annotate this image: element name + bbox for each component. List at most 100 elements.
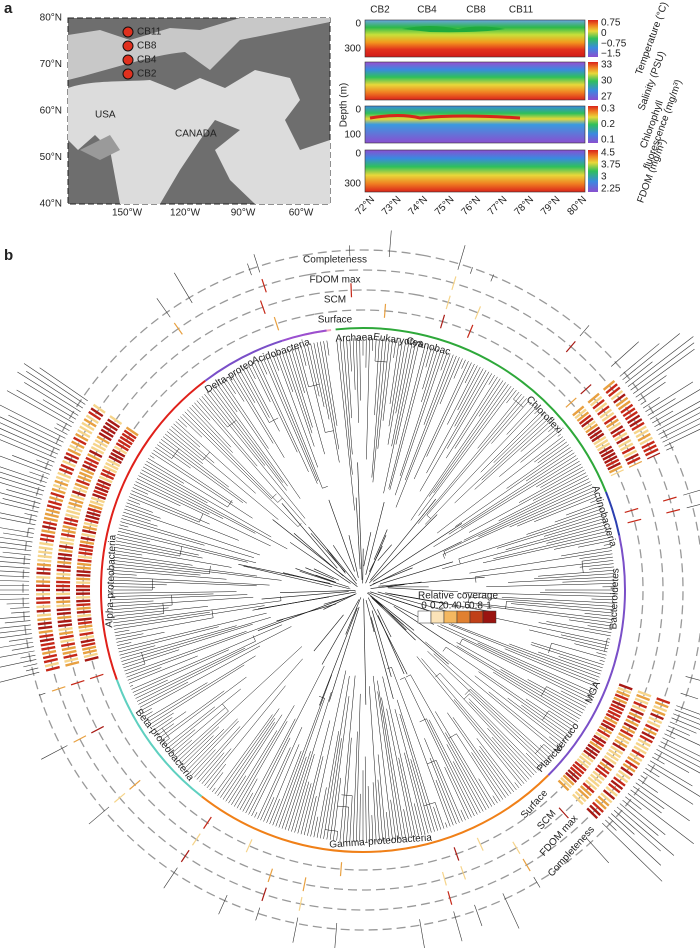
tree-leaf — [297, 783, 312, 834]
coverage-cell — [598, 725, 613, 735]
coverage-cell — [98, 432, 112, 442]
tree-leaf — [417, 396, 525, 524]
coverage-cell — [578, 414, 592, 425]
tree-leaf — [116, 537, 199, 556]
coverage-cell — [557, 779, 570, 792]
tree-leaf — [506, 601, 615, 611]
colorbar-label: 0.2 — [601, 119, 615, 130]
coverage-cell — [60, 642, 76, 648]
y-axis-label: Depth (m) — [339, 83, 350, 127]
completeness-bar — [3, 532, 34, 539]
tree-leaf — [124, 663, 146, 672]
tree-leaf — [455, 447, 571, 527]
coverage-cell — [339, 862, 343, 877]
tree-branch — [387, 587, 458, 592]
coverage-cell — [102, 425, 116, 435]
tree-branch — [345, 597, 362, 635]
completeness-bar — [0, 575, 30, 578]
tree-leaf — [421, 349, 438, 403]
completeness-bar — [685, 676, 700, 681]
coverage-cell — [641, 731, 655, 740]
coverage-cell — [77, 429, 91, 439]
clade-label: Archaea — [335, 332, 373, 344]
x-label: 75°N — [433, 194, 457, 218]
completeness-bar — [0, 502, 39, 513]
tree-leaf — [117, 642, 132, 646]
colorbar — [588, 62, 598, 100]
coverage-cell — [597, 764, 610, 775]
tree-node — [426, 514, 431, 519]
tree-leaf — [388, 341, 403, 427]
coverage-cell — [95, 482, 110, 490]
tree-leaf — [269, 355, 323, 489]
tree-branch — [293, 533, 344, 577]
tree-leaf — [275, 353, 318, 468]
completeness-bar — [54, 427, 68, 435]
tree-leaf — [307, 796, 317, 836]
coverage-cell — [90, 407, 104, 418]
tree-leaf — [323, 341, 338, 426]
tree-leaf — [278, 698, 325, 828]
tree-leaf — [599, 659, 605, 662]
tree-leaf — [553, 537, 610, 550]
section-feature — [402, 26, 505, 33]
coverage-cell — [38, 550, 53, 555]
region-label: USA — [95, 110, 116, 121]
coverage-cell — [608, 421, 622, 432]
coverage-cell — [81, 642, 96, 648]
coverage-cell — [129, 779, 141, 790]
tree-branch — [377, 609, 392, 638]
tree-leaf — [111, 604, 173, 611]
coverage-cell — [77, 617, 92, 622]
coverage-cell — [104, 421, 118, 432]
coverage-cell — [36, 601, 51, 605]
coverage-cell — [626, 715, 641, 724]
completeness-bar — [0, 517, 36, 526]
coverage-cell — [45, 508, 60, 515]
completeness-bar — [56, 423, 70, 431]
tree-leaf — [111, 573, 137, 576]
tree-branch — [369, 514, 438, 584]
coverage-cell — [80, 467, 95, 476]
tree-leaf — [130, 685, 134, 687]
tree-leaf — [471, 752, 504, 800]
completeness-bar — [622, 799, 666, 836]
completeness-bar — [41, 745, 68, 760]
completeness-bar — [470, 267, 473, 274]
tree-leaf — [111, 593, 214, 597]
clade-arc — [281, 329, 327, 342]
completeness-bar — [292, 917, 299, 943]
tree-leaf — [486, 583, 615, 588]
coverage-cell — [55, 475, 70, 483]
tree-leaf — [113, 553, 193, 566]
coverage-cell — [603, 754, 617, 765]
tree-leaf — [529, 629, 609, 650]
tree-leaf — [220, 718, 276, 798]
coverage-cell — [453, 847, 460, 861]
coverage-cell — [71, 490, 86, 497]
coverage-cell — [59, 540, 74, 546]
completeness-bar — [625, 796, 642, 810]
coverage-cell — [585, 746, 599, 757]
coverage-cell — [639, 734, 653, 744]
colorbar-label: 4.5 — [601, 148, 615, 159]
tree-leaf — [435, 711, 493, 807]
coverage-cell — [64, 517, 79, 523]
tree-leaf — [313, 816, 319, 838]
coverage-cell — [439, 314, 446, 329]
legend-swatch — [430, 610, 445, 624]
completeness-bar — [579, 325, 590, 337]
tree-leaf — [186, 718, 238, 771]
coverage-cell — [108, 455, 122, 464]
tree-leaf — [180, 416, 203, 438]
coverage-cell — [447, 891, 453, 905]
colorbar-label: 27 — [601, 92, 613, 103]
tree-leaf — [395, 344, 419, 445]
coverage-cell — [576, 758, 590, 769]
coverage-cell — [560, 777, 573, 789]
tree-leaf — [478, 749, 512, 795]
tree-leaf — [410, 382, 506, 521]
tree-branch — [367, 597, 408, 675]
coverage-cell — [64, 657, 79, 663]
coverage-cell — [89, 673, 104, 680]
